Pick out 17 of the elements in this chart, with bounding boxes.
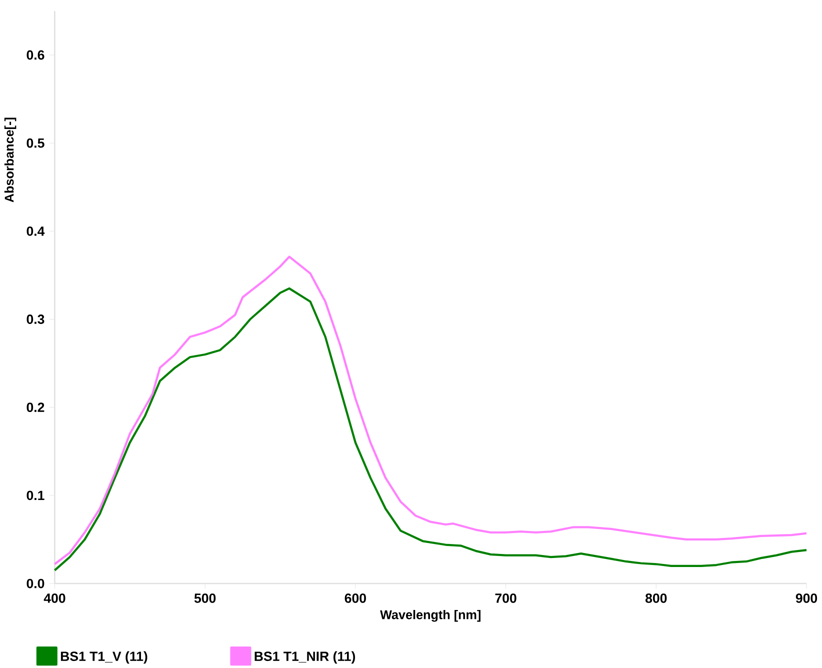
y-axis-title: Absorbance[-] — [4, 118, 16, 202]
y-tick-label: 0.2 — [26, 402, 44, 412]
y-tick-label: 0.3 — [26, 314, 44, 324]
x-tick-label: 400 — [44, 593, 66, 603]
x-tick-label: 800 — [645, 593, 667, 603]
y-tick-label: 0.0 — [26, 578, 44, 588]
y-tick-label: 0.4 — [26, 226, 45, 236]
x-axis-title: Wavelength [nm] — [380, 610, 480, 622]
x-tick-label: 500 — [194, 593, 216, 603]
x-tick-label: 700 — [495, 593, 516, 603]
y-tick-label: 0.5 — [26, 138, 44, 148]
legend-label: BS1 T1_V (11) — [60, 651, 148, 664]
x-tick-label: 600 — [344, 593, 366, 603]
x-tick-label: 900 — [796, 593, 818, 603]
y-tick-label: 0.6 — [26, 50, 44, 60]
y-tick-label: 0.1 — [26, 490, 44, 500]
legend-label: BS1 T1_NIR (11) — [254, 651, 356, 664]
